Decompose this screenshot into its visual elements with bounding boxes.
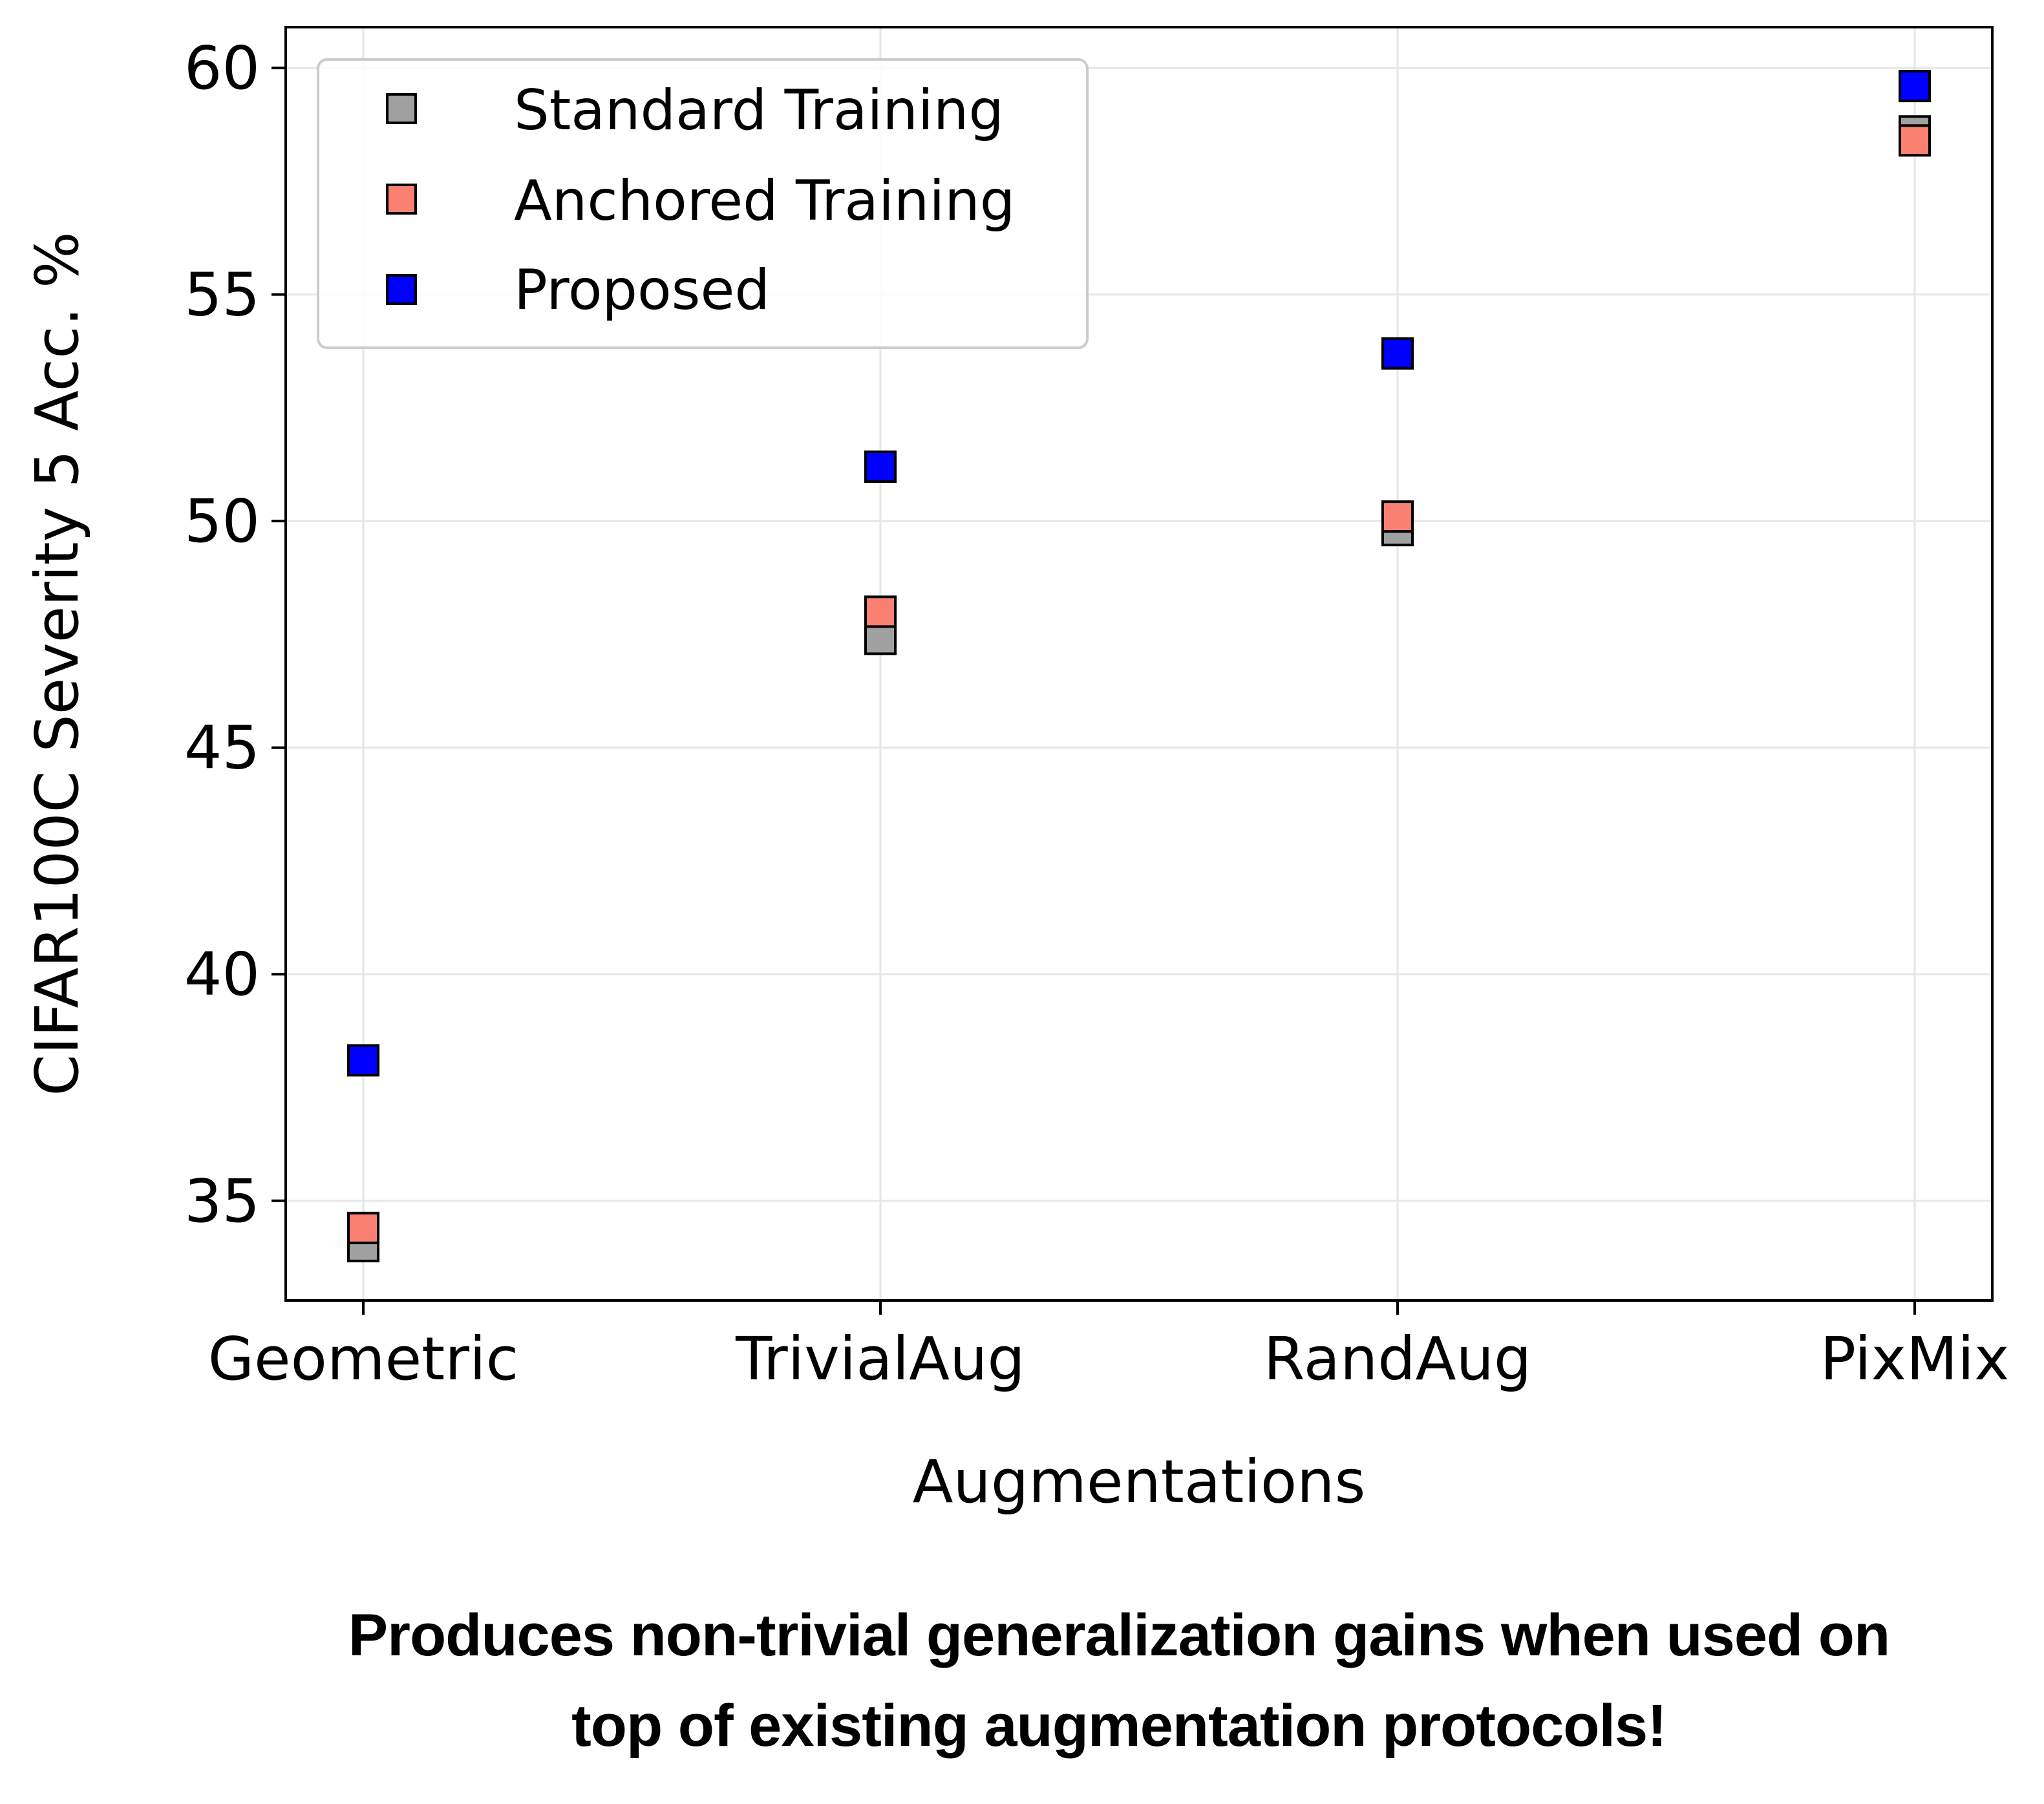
axis-ticks: 35 40 45 50 55 60 Geometric TrivialAug RandAug Pi… [184,34,2010,1394]
y-tick-label: 50 [184,487,260,556]
y-tick-label: 55 [184,260,260,330]
legend: Standard Training Anchored Training Prop… [317,58,1089,349]
legend-label-standard-training: Standard Training [514,78,1004,143]
caption-line-1: Produces non-trivial generalization gain… [348,1602,1890,1668]
marker-proposed [1899,70,1931,103]
legend-label-anchored-training: Anchored Training [514,169,1015,233]
marker-anchored-training [864,595,897,628]
marker-proposed [347,1044,379,1077]
y-tick-label: 35 [184,1167,260,1236]
y-axis-label: CIFAR100C Severity 5 Acc. % [23,231,92,1096]
y-tick-label: 40 [184,940,260,1009]
marker-anchored-training [347,1211,379,1244]
legend-marker-anchored-training [386,184,417,215]
data-markers [347,70,1931,1262]
marker-proposed [1381,337,1414,370]
caption-line-2: top of existing augmentation protocols! [571,1693,1667,1759]
x-tick-label: RandAug [1264,1324,1532,1394]
caption: Produces non-trivial generalization gain… [194,1590,2044,1771]
x-axis-label: Augmentations [913,1447,1366,1516]
y-tick-label: 45 [184,714,260,783]
marker-standard-training [864,622,897,655]
x-tick-label: TrivialAug [735,1324,1025,1394]
legend-label-proposed: Proposed [514,258,770,323]
y-tick-label: 60 [184,34,260,103]
legend-marker-standard-training [386,93,417,124]
marker-anchored-training [1899,124,1931,157]
x-tick-label: PixMix [1820,1324,2010,1394]
legend-frame [317,58,1089,349]
x-tick-label: Geometric [208,1324,518,1394]
plot-area-frame [284,26,1994,1302]
marker-anchored-training [1381,500,1414,533]
legend-marker-proposed [386,274,417,305]
marker-proposed [864,451,897,483]
